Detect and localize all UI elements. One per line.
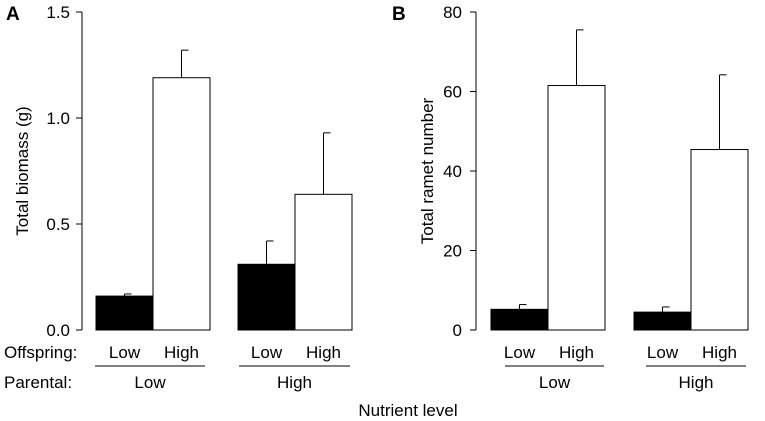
offspring-label-a: Low (251, 343, 283, 362)
y-tick-label-b: 80 (443, 3, 462, 22)
parental-label-b: Low (539, 373, 571, 392)
panel-letter-a: A (6, 4, 20, 25)
y-tick-label-a: 0.0 (46, 321, 70, 340)
parental-label-b: High (679, 373, 714, 392)
offspring-label-b: High (559, 343, 594, 362)
y-tick-label-a: 0.5 (46, 215, 70, 234)
y-axis-title-a: Total biomass (g) (13, 106, 32, 235)
chart-panel-a: A 0.0 0.5 1.0 1.5 Total biomass (g) Low High Low… (6, 3, 353, 392)
panel-letter-b: B (392, 4, 406, 25)
offspring-label-b: Low (504, 343, 536, 362)
y-tick-label-a: 1.0 (46, 109, 70, 128)
y-tick-label-b: 40 (443, 162, 462, 181)
x-axis-title: Nutrient level (358, 401, 457, 420)
bar-a (95, 295, 154, 331)
offspring-row-label: Offspring: (4, 343, 77, 362)
bar-b (547, 85, 606, 331)
y-tick-label-b: 20 (443, 242, 462, 261)
bar-a (237, 263, 296, 331)
offspring-label-a: High (306, 343, 341, 362)
y-tick-label-b: 0 (453, 321, 462, 340)
offspring-label-a: Low (109, 343, 141, 362)
offspring-label-a: High (164, 343, 199, 362)
bar-b (490, 308, 549, 331)
bar-a (294, 193, 353, 331)
y-axis-title-b: Total ramet number (418, 97, 437, 244)
y-tick-label-b: 60 (443, 83, 462, 102)
bar-b (633, 311, 692, 331)
offspring-label-b: High (702, 343, 737, 362)
parental-label-a: Low (134, 373, 166, 392)
bar-a (152, 77, 211, 331)
offspring-label-b: Low (647, 343, 679, 362)
parental-row-label: Parental: (4, 373, 72, 392)
y-tick-label-a: 1.5 (46, 3, 70, 22)
parental-label-a: High (277, 373, 312, 392)
bar-b (690, 149, 749, 331)
